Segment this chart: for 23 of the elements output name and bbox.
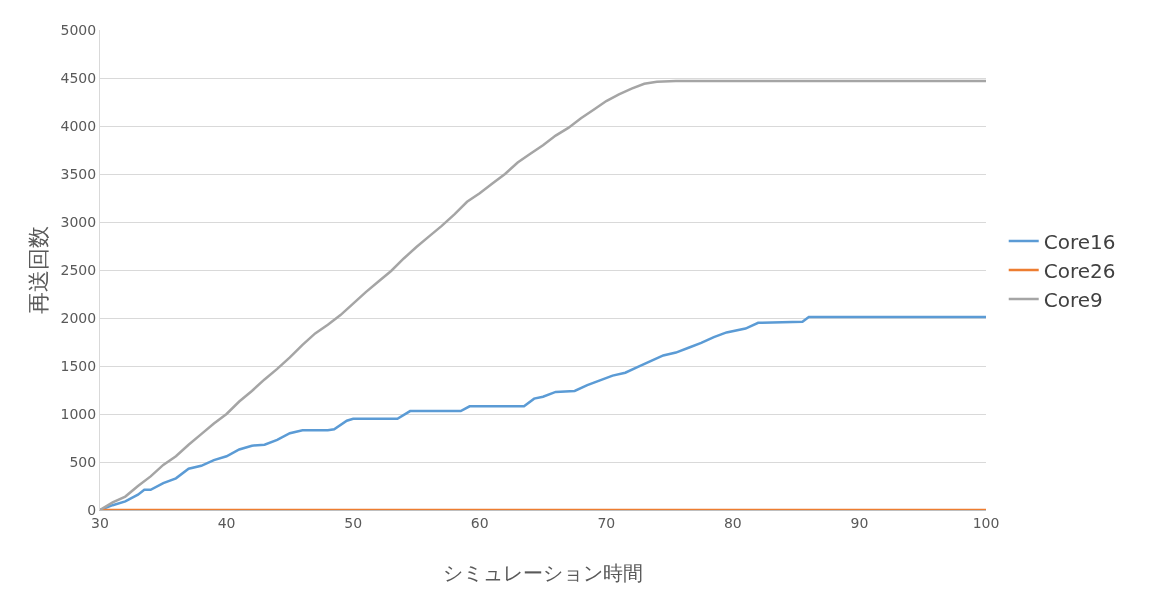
- line-series: [100, 79, 986, 510]
- x-tick-label: 70: [597, 514, 616, 531]
- y-axis-title: 再送回数: [26, 226, 51, 314]
- legend-label: Core9: [1043, 287, 1103, 312]
- y-tick-label: 5000: [60, 21, 97, 38]
- x-tick-label: 40: [217, 514, 236, 531]
- legend-label: Core16: [1043, 229, 1116, 254]
- y-tick-label: 3500: [60, 165, 97, 182]
- legend-label: Core26: [1043, 258, 1116, 283]
- x-tick-label: 50: [344, 514, 363, 531]
- y-tick-label: 500: [69, 453, 97, 470]
- x-tick-label: 100: [972, 514, 1000, 531]
- x-tick-label: 80: [723, 514, 742, 531]
- y-tick-label: 4000: [60, 117, 97, 134]
- y-tick-label: 3000: [60, 213, 97, 230]
- y-tick-label: 1500: [60, 357, 97, 374]
- y-tick-label: 2000: [60, 309, 97, 326]
- y-tick-label: 4500: [60, 69, 97, 86]
- y-tick-label: 2500: [60, 261, 97, 278]
- x-tick-label: 90: [850, 514, 869, 531]
- x-axis-title: シミュレーション時間: [443, 561, 643, 585]
- x-tick-label: 60: [470, 514, 489, 531]
- y-tick-label: 1000: [60, 405, 97, 422]
